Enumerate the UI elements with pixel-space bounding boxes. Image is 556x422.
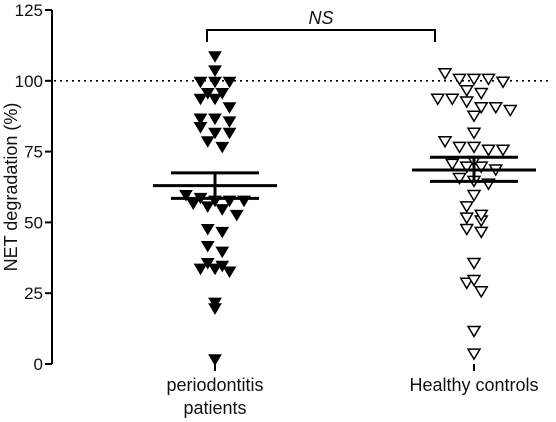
data-point (222, 127, 237, 140)
data-point (208, 51, 222, 63)
data-point (208, 65, 222, 77)
data-point (200, 240, 215, 253)
data-point (466, 189, 482, 203)
data-point (200, 201, 215, 213)
data-point (452, 141, 467, 154)
data-point (459, 277, 475, 290)
data-point (437, 67, 453, 81)
data-point (444, 93, 460, 106)
data-point (208, 354, 222, 366)
data-point (208, 263, 222, 276)
data-point (222, 76, 237, 89)
data-point (208, 76, 222, 89)
data-point (215, 204, 230, 216)
data-point (200, 223, 215, 236)
data-point (437, 135, 453, 149)
data-point (481, 144, 496, 157)
data-point (208, 297, 222, 310)
y-tick-label-50: 50 (24, 213, 43, 232)
y-tick-label-25: 25 (24, 284, 43, 303)
data-point (466, 325, 482, 338)
y-tick-labels: 0 25 50 75 100 125 (15, 1, 43, 374)
data-point (179, 190, 193, 202)
data-point (466, 141, 482, 154)
data-point (200, 88, 215, 100)
data-point (459, 201, 475, 214)
y-tick-label-75: 75 (24, 143, 43, 162)
data-point (186, 198, 201, 211)
data-point (473, 87, 489, 101)
y-ticks (45, 9, 52, 365)
data-point (459, 223, 475, 237)
data-point (459, 96, 475, 109)
data-point (466, 73, 482, 86)
data-point (466, 274, 482, 288)
data-point (222, 266, 237, 279)
data-point (452, 73, 467, 86)
data-point (193, 263, 208, 276)
data-point (473, 226, 489, 239)
data-point (466, 110, 482, 123)
data-point (473, 209, 489, 222)
data-point (208, 93, 222, 106)
significance-bracket (206, 29, 436, 42)
data-point (215, 260, 230, 273)
data-point (215, 141, 230, 154)
data-point (488, 101, 504, 115)
series-periodontitis-points (179, 51, 251, 366)
data-point (208, 127, 222, 140)
data-point (200, 257, 215, 270)
series-controls-points (430, 67, 518, 361)
data-point (193, 113, 208, 126)
data-point (200, 136, 215, 148)
data-point (473, 101, 489, 115)
data-point (459, 84, 475, 98)
y-axis-title: NET degradation (%) (1, 103, 21, 272)
data-point (215, 88, 230, 100)
data-point (229, 209, 244, 222)
y-tick-label-0: 0 (34, 355, 43, 374)
data-point (222, 116, 237, 128)
data-point (193, 76, 208, 89)
data-point (430, 93, 446, 106)
data-point (495, 76, 511, 89)
data-point (502, 104, 518, 118)
data-point (495, 144, 511, 157)
data-point (452, 172, 467, 186)
data-point (466, 348, 482, 361)
data-point (215, 226, 230, 239)
data-point (459, 212, 475, 225)
category-label-periodontitis-line2: patients (183, 398, 246, 418)
mean-sem-bars (153, 155, 536, 200)
data-point (444, 158, 460, 171)
y-tick-label-125: 125 (15, 1, 43, 20)
data-point (215, 246, 230, 259)
data-point (193, 93, 208, 106)
data-point (459, 161, 475, 174)
data-point (466, 127, 482, 140)
significance-label: NS (308, 8, 333, 28)
data-point (222, 102, 237, 114)
data-point (473, 161, 489, 174)
data-point (481, 73, 496, 86)
data-point (208, 113, 222, 126)
data-point (466, 257, 482, 271)
category-label-controls: Healthy controls (409, 375, 538, 395)
data-point (473, 286, 489, 299)
category-label-periodontitis-line1: periodontitis (166, 375, 263, 395)
y-tick-label-100: 100 (15, 72, 43, 91)
